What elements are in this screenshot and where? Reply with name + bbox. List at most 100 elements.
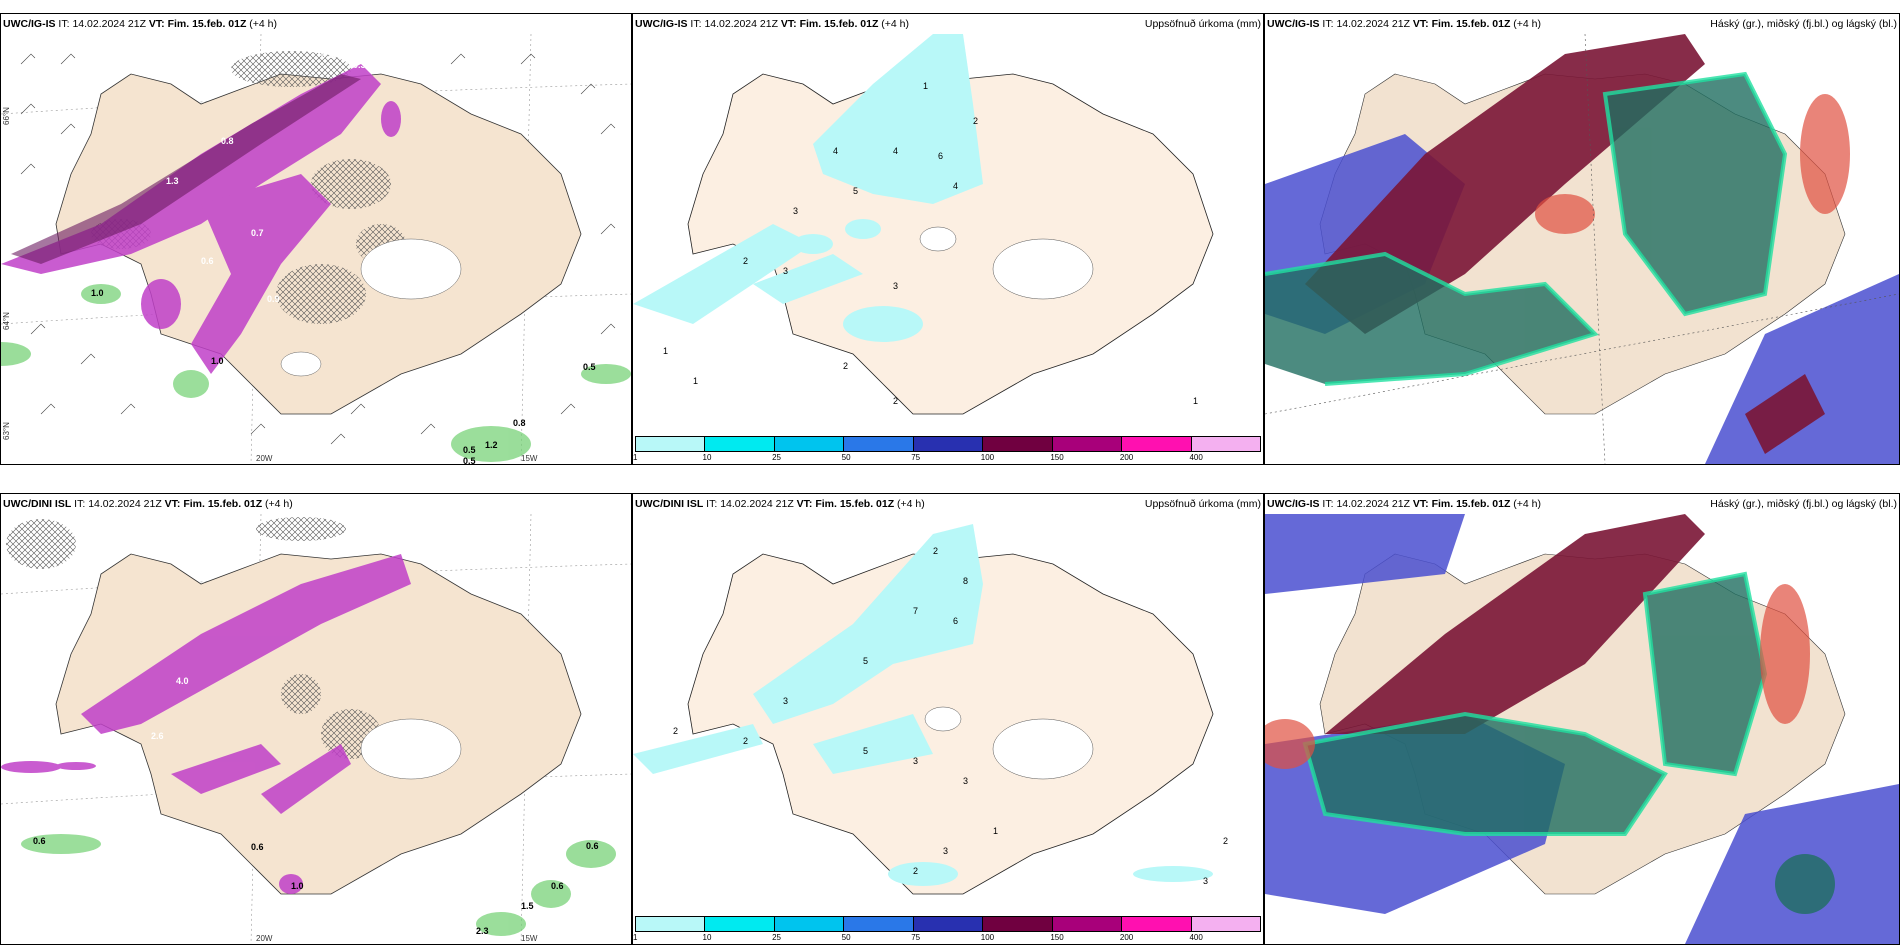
- lat-label: 63°N: [2, 422, 11, 440]
- high-clouds: [1305, 34, 1825, 454]
- value-label: 0.8: [513, 418, 526, 428]
- colorbar-tick-label: 400: [1189, 453, 1203, 462]
- vt-label: VT:: [780, 18, 797, 30]
- vt-label: VT:: [164, 498, 181, 510]
- colorbar-swatch: [774, 437, 845, 451]
- value-label: 0.9: [267, 294, 280, 304]
- value-label: 0.5: [463, 445, 476, 455]
- colorbar-swatch: [1122, 917, 1192, 931]
- it-label: IT:: [1322, 18, 1334, 30]
- svg-text:3: 3: [783, 696, 788, 706]
- panel-wind-top-left: UWC/IG-IS IT: 14.02.2024 21Z VT: Fim. 15…: [0, 13, 632, 465]
- panel-variable-title: Uppsöfnuð úrkoma (mm): [1144, 498, 1261, 510]
- map-area: 20W 15W 0.6 0.6 0.6 0.6 2.6 1.0 4.0 1.5 …: [1, 514, 631, 944]
- svg-text:3: 3: [783, 266, 788, 276]
- colorbar-tick-label: 75: [911, 453, 921, 462]
- svg-text:2: 2: [673, 726, 678, 736]
- lead-time: (+4 h): [1513, 498, 1542, 510]
- colorbar: 1 10 25 50 75 100 150 200 400: [633, 436, 1261, 462]
- wind-map-svg: 20W 15W 0.6 0.6 0.6 0.6 2.6 1.0 4.0 1.5 …: [1, 514, 631, 944]
- value-label: 0.5: [583, 362, 596, 372]
- mid-clouds: [1265, 74, 1785, 384]
- colorbar-tick-label: 400: [1189, 933, 1203, 942]
- svg-text:2: 2: [893, 396, 898, 406]
- colorbar-swatches: [635, 916, 1261, 932]
- init-time: 14.02.2024 21Z: [704, 18, 778, 30]
- svg-text:5: 5: [863, 656, 868, 666]
- value-label: 0.6: [251, 842, 264, 852]
- model-name: UWC/IG-IS: [1267, 498, 1320, 510]
- it-label: IT:: [706, 498, 718, 510]
- value-label: 0.7: [251, 228, 264, 238]
- svg-text:2: 2: [973, 116, 978, 126]
- panel-header: UWC/DINI ISL IT: 14.02.2024 21Z VT: Fim.…: [633, 494, 1263, 514]
- precip-green: [21, 834, 616, 936]
- valid-time: Fim. 15.feb. 01Z: [1431, 498, 1511, 510]
- panel-variable-title: Háský (gr.), miðský (fj.bl.) og lágský (…: [1710, 18, 1897, 30]
- lon-label: 15W: [521, 934, 538, 943]
- iceland-land: [55, 553, 582, 895]
- model-name: UWC/IG-IS: [1267, 18, 1320, 30]
- value-labels: 0.3 0.3 1.0 0.5 0.5 0.5 1.2 0.8 0.8 0.7 …: [91, 50, 596, 464]
- vt-label: VT:: [148, 18, 165, 30]
- vt-label: VT:: [1412, 498, 1429, 510]
- value-label: 1.0: [291, 881, 304, 891]
- value-label: 1.5: [521, 901, 534, 911]
- value-label: 0.6: [586, 841, 599, 851]
- map-area: [1265, 514, 1899, 944]
- model-name: UWC/IG-IS: [635, 18, 688, 30]
- svg-text:2: 2: [743, 256, 748, 266]
- colorbar-swatch: [636, 437, 706, 451]
- colorbar-tick-label: 1: [633, 933, 638, 942]
- precip-cyan: [633, 524, 1213, 886]
- valid-time: Fim. 15.feb. 01Z: [815, 498, 895, 510]
- panel-header: UWC/DINI ISL IT: 14.02.2024 21Z VT: Fim.…: [1, 494, 631, 514]
- it-label: IT:: [1322, 498, 1334, 510]
- colorbar-tick-label: 100: [980, 453, 995, 462]
- glaciers: [360, 718, 462, 780]
- model-name: UWC/IG-IS: [3, 18, 56, 30]
- colorbar-swatch: [705, 437, 775, 451]
- svg-text:1: 1: [923, 81, 928, 91]
- colorbar-tick-label: 150: [1050, 933, 1064, 942]
- svg-text:4: 4: [953, 181, 958, 191]
- lat-label: 64°N: [2, 312, 11, 330]
- svg-text:5: 5: [863, 746, 868, 756]
- wind-map-svg: 66°N 64°N 63°N 20W 15W 0.3 0.3 1.0 0.5 0…: [1, 34, 631, 464]
- svg-text:3: 3: [793, 206, 798, 216]
- svg-text:4: 4: [893, 146, 898, 156]
- low-cloud-red: [1265, 584, 1810, 769]
- mid-cloud-edges: [1265, 71, 1788, 386]
- init-time: 14.02.2024 21Z: [1336, 498, 1410, 510]
- low-cloud-red: [1535, 94, 1850, 234]
- glaciers: [924, 706, 1094, 780]
- valid-time: Fim. 15.feb. 01Z: [799, 18, 879, 30]
- colorbar-tick-label: 50: [841, 453, 851, 462]
- panel-header: UWC/IG-IS IT: 14.02.2024 21Z VT: Fim. 15…: [1265, 494, 1899, 514]
- svg-text:2: 2: [933, 546, 938, 556]
- lead-time: (+4 h): [249, 18, 278, 30]
- colorbar-tick-label: 50: [841, 933, 851, 942]
- svg-text:6: 6: [953, 616, 958, 626]
- panel-wind-bottom-left: UWC/DINI ISL IT: 14.02.2024 21Z VT: Fim.…: [0, 493, 632, 945]
- svg-text:3: 3: [1203, 876, 1208, 886]
- colorbar-swatch: [636, 917, 706, 931]
- svg-text:1: 1: [1193, 396, 1198, 406]
- value-label: 2.3: [476, 926, 489, 936]
- init-time: 14.02.2024 21Z: [1336, 18, 1410, 30]
- precip-cyan: [633, 34, 983, 342]
- colorbar-tick-label: 1: [633, 453, 638, 462]
- colorbar-swatch: [1052, 437, 1123, 451]
- precip-purple: [1, 554, 411, 894]
- colorbar-ticks: 1 10 25 50 75 100 150 200 400: [633, 933, 1261, 943]
- map-area: 1 4 4 6 5 4 2 3 2 3 3 2 2 1 1 1: [633, 34, 1263, 434]
- model-name: UWC/DINI ISL: [635, 498, 704, 510]
- lon-label: 15W: [521, 454, 538, 463]
- colorbar-tick-label: 200: [1119, 933, 1134, 942]
- panel-cloud-top-right: UWC/IG-IS IT: 14.02.2024 21Z VT: Fim. 15…: [1264, 13, 1900, 465]
- map-area: [1265, 34, 1899, 464]
- map-area: 66°N 64°N 63°N 20W 15W 0.3 0.3 1.0 0.5 0…: [1, 34, 631, 464]
- svg-text:3: 3: [913, 756, 918, 766]
- valid-time: Fim. 15.feb. 01Z: [1431, 18, 1511, 30]
- lead-time: (+4 h): [1513, 18, 1542, 30]
